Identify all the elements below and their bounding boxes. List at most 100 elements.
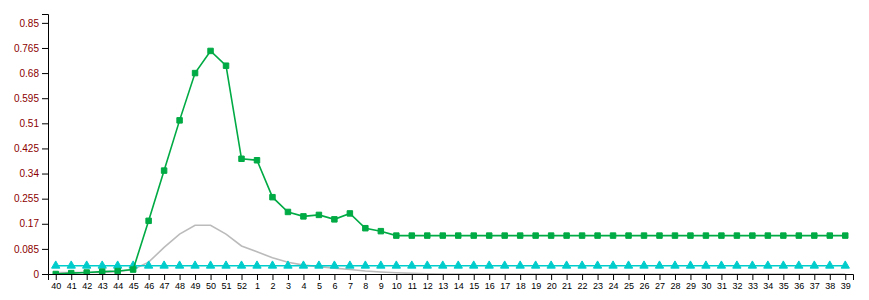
marker: [332, 217, 337, 222]
marker: [330, 261, 338, 268]
tick-mark: [42, 48, 48, 49]
x-axis: 4041424344454647484950515212345678910111…: [49, 274, 854, 291]
x-tick: 31: [717, 274, 727, 291]
marker: [547, 261, 555, 268]
tick-label: 49: [191, 281, 201, 291]
marker: [672, 233, 677, 238]
marker: [686, 261, 694, 268]
tick-label: 24: [609, 281, 619, 291]
marker: [363, 225, 368, 230]
tick-mark: [350, 274, 351, 280]
marker: [316, 212, 321, 217]
x-tick: 30: [701, 274, 711, 291]
y-tick: 0.17: [20, 218, 48, 229]
tick-mark: [226, 274, 227, 280]
y-tick: 0.34: [20, 168, 48, 179]
tick-label: 43: [98, 281, 108, 291]
tick-mark: [365, 274, 366, 280]
tick-mark: [706, 274, 707, 280]
tick-label: 22: [578, 281, 588, 291]
marker: [301, 214, 306, 219]
x-tick: 7: [348, 274, 353, 291]
x-tick: 4: [301, 274, 306, 291]
marker: [68, 270, 73, 274]
marker: [392, 261, 400, 268]
marker: [796, 233, 801, 238]
x-tick: 15: [469, 274, 479, 291]
x-tick: 12: [423, 274, 433, 291]
tick-mark: [551, 274, 552, 280]
marker: [502, 233, 507, 238]
marker: [609, 261, 617, 268]
marker: [284, 261, 292, 268]
tick-mark: [42, 174, 48, 175]
x-tick: 27: [655, 274, 665, 291]
marker: [237, 261, 245, 268]
y-tick: 0.765: [14, 43, 48, 54]
axis-line: [42, 15, 49, 275]
tick-mark: [458, 274, 459, 280]
x-tick: 3: [286, 274, 291, 291]
x-tick: 44: [113, 274, 123, 291]
marker: [347, 211, 352, 216]
marker: [191, 261, 199, 268]
plot-root: 00.0850.170.2550.340.4250.510.5950.680.7…: [14, 15, 854, 292]
marker: [702, 261, 710, 268]
tick-mark: [71, 274, 72, 280]
marker: [114, 261, 122, 268]
tick-label: 15: [469, 281, 479, 291]
tick-label: 20: [547, 281, 557, 291]
tick-label: 33: [748, 281, 758, 291]
marker: [516, 261, 524, 268]
marker: [175, 261, 183, 268]
tick-label: 48: [175, 281, 185, 291]
x-tick: 48: [175, 274, 185, 291]
tick-mark: [690, 274, 691, 280]
marker: [346, 261, 354, 268]
tick-mark: [272, 274, 273, 280]
marker: [548, 233, 553, 238]
tick-label: 40: [51, 281, 61, 291]
tick-label: 0.085: [14, 244, 39, 255]
marker: [67, 261, 75, 268]
marker: [812, 233, 817, 238]
tick-mark: [180, 274, 181, 280]
tick-mark: [42, 274, 48, 275]
marker: [315, 261, 323, 268]
tick-mark: [87, 274, 88, 280]
y-tick: 0: [33, 269, 48, 280]
tick-mark: [598, 274, 599, 280]
marker: [657, 233, 662, 238]
tick-label: 26: [640, 281, 650, 291]
marker: [501, 261, 509, 268]
marker: [624, 261, 632, 268]
tick-label: 42: [82, 281, 92, 291]
tick-mark: [211, 274, 212, 280]
tick-label: 18: [516, 281, 526, 291]
marker: [456, 233, 461, 238]
tick-label: 31: [717, 281, 727, 291]
x-tick: 9: [379, 274, 384, 291]
tick-label: 17: [500, 281, 510, 291]
tick-mark: [659, 274, 660, 280]
tick-mark: [42, 148, 48, 149]
tick-label: 0.51: [20, 118, 40, 129]
marker: [765, 233, 770, 238]
marker: [83, 261, 91, 268]
marker: [795, 261, 803, 268]
axis-line: [49, 275, 854, 281]
x-tick: 34: [763, 274, 773, 291]
tick-mark: [752, 274, 753, 280]
x-tick: 51: [222, 274, 232, 291]
marker: [640, 261, 648, 268]
marker: [779, 261, 787, 268]
tick-mark: [799, 274, 800, 280]
marker: [425, 233, 430, 238]
marker: [688, 233, 693, 238]
marker: [593, 261, 601, 268]
tick-label: 0.34: [20, 168, 40, 179]
series-line: [56, 265, 846, 267]
tick-mark: [629, 274, 630, 280]
tick-label: 7: [348, 281, 353, 291]
marker: [254, 158, 259, 163]
